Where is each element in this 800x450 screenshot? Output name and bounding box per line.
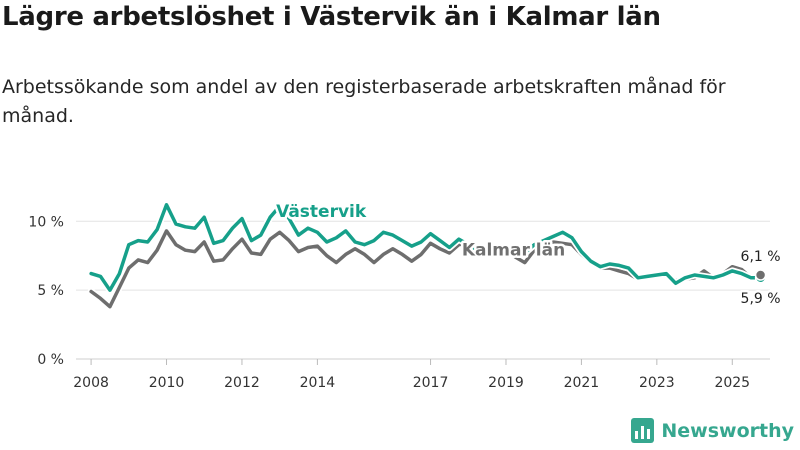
series-line-vastervik — [89, 203, 763, 292]
end-label-vastervik: 5,9 % — [741, 291, 781, 307]
y-tick-label: 10 % — [28, 214, 64, 230]
x-tick-label: 2025 — [714, 375, 750, 391]
x-tick-label: 2023 — [639, 375, 675, 391]
x-tick-label: 2010 — [149, 375, 185, 391]
series-label-kalmar: Kalmar län — [462, 241, 565, 261]
chart-subtitle: Arbetssökande som andel av den registerb… — [2, 76, 726, 127]
brand-name: Newsworthy — [661, 419, 794, 442]
x-tick-label: 2012 — [224, 375, 260, 391]
end-point-kalmar — [754, 269, 767, 281]
y-tick-label: 5 % — [37, 283, 64, 299]
brand-logo: Newsworthy — [631, 418, 794, 443]
bar-chart-icon — [631, 418, 655, 443]
x-tick-label: 2019 — [488, 375, 524, 391]
x-tick-label: 2008 — [73, 375, 109, 391]
chart-title: Lägre arbetslöshet i Västervik än i Kalm… — [2, 2, 661, 32]
x-tick-label: 2017 — [413, 375, 449, 391]
y-tick-label: 0 % — [37, 352, 64, 368]
x-tick-label: 2014 — [300, 375, 336, 391]
x-tick-label: 2021 — [564, 375, 600, 391]
series-label-vastervik: Västervik — [276, 202, 367, 222]
end-label-kalmar: 6,1 % — [741, 249, 781, 265]
